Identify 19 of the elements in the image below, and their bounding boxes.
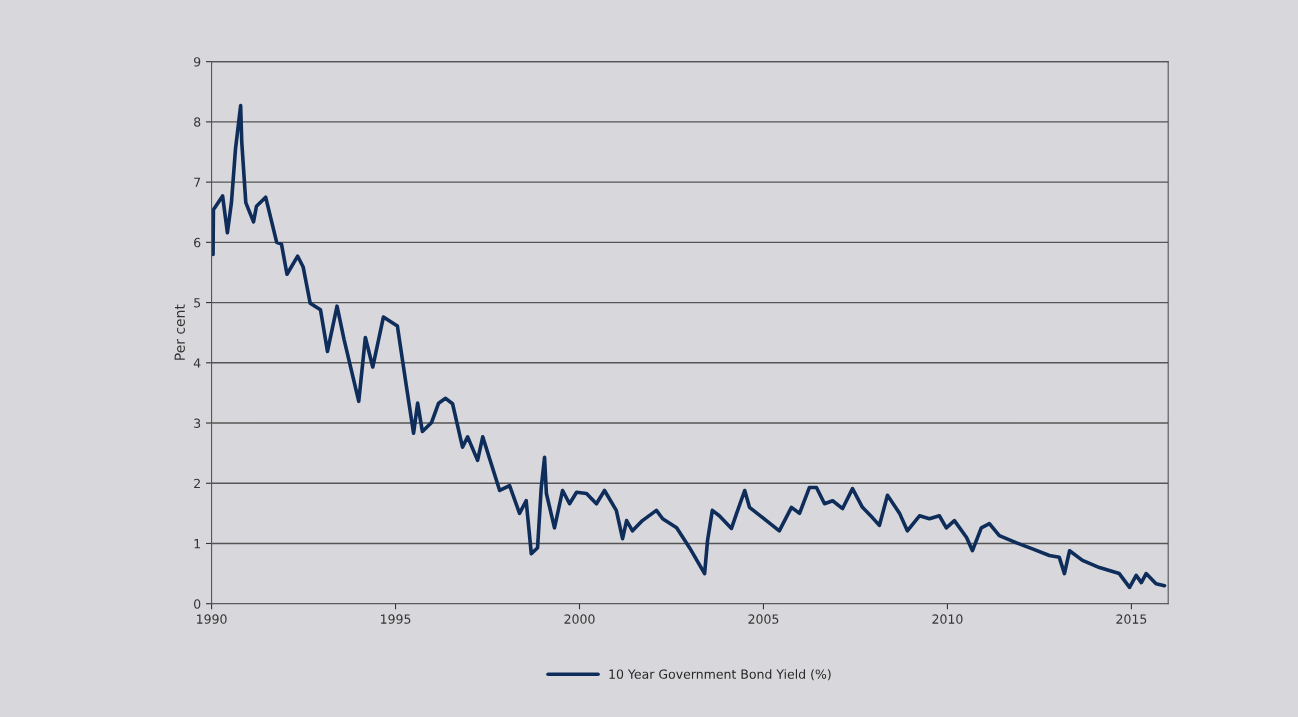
line-series [211,103,1167,590]
y-tick-label: 7 [194,177,201,187]
x-tick-label: 1995 [381,614,411,624]
x-tick-label: 2000 [564,614,595,624]
y-tick-label: 9 [193,57,201,67]
x-tick-label: 2015 [1116,614,1147,624]
y-tick-label: 5 [194,298,201,308]
y-tick-label: 0 [194,599,201,609]
y-tick-label: 8 [194,117,201,127]
y-tick-label: 1 [194,539,200,549]
y-axis-title: Per cent [174,304,185,360]
y-tick-label: 3 [194,418,201,428]
x-tick-label: 2010 [932,614,963,624]
y-tick-label: 6 [194,237,201,248]
y-tick-label: 4 [193,358,201,368]
y-tick-label: 2 [194,478,200,489]
x-tick-label: 2005 [748,614,779,624]
legend-label: 10 Year Government Bond Yield (%) [609,669,831,681]
x-tick-label: 1990 [197,614,227,624]
